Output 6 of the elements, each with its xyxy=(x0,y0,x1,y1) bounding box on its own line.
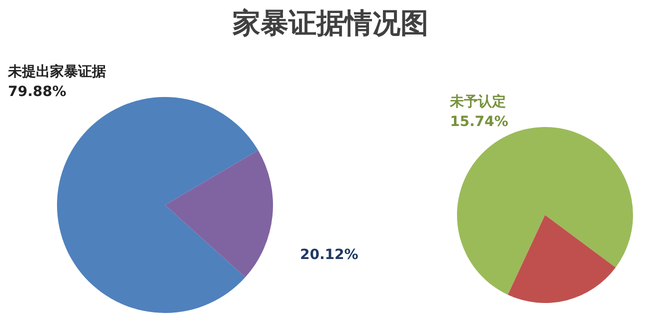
slice-label: 未予认定 xyxy=(449,93,506,110)
chart-title: 家暴证据情况图 xyxy=(232,6,428,40)
data-label: 20.12% xyxy=(300,247,358,263)
slice-label: 未提出家暴证据 xyxy=(7,63,106,80)
data-label: 79.88% xyxy=(8,84,66,100)
data-label: 15.74% xyxy=(450,114,508,130)
